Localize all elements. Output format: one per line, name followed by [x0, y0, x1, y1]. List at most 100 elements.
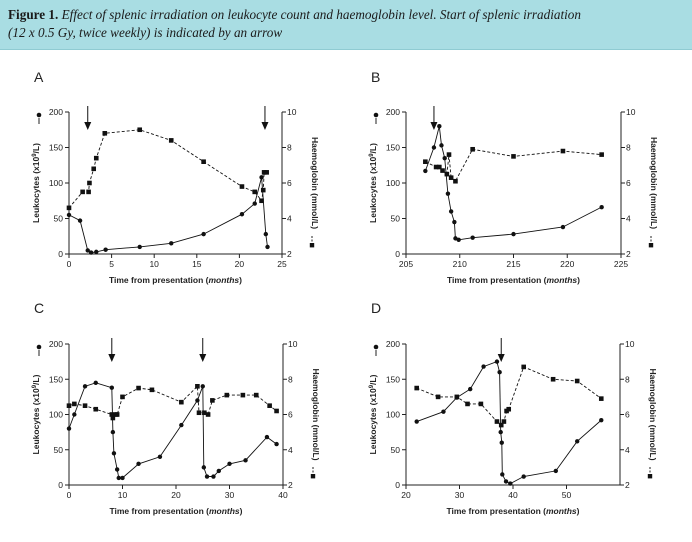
left-tick-label: 0	[58, 249, 63, 259]
leukocyte-data-point	[599, 417, 604, 423]
x-tick-label: 20	[171, 490, 181, 500]
x-tick-label: 40	[278, 490, 288, 500]
right-legend-square-marker	[648, 243, 654, 248]
leukocyte-data-point	[66, 212, 72, 218]
leukocyte-data-point	[103, 247, 108, 252]
x-tick-label: 220	[560, 259, 574, 269]
haemoglobin-data-point	[506, 406, 512, 412]
haemoglobin-data-point	[224, 392, 230, 398]
left-axis-label-sup: 9	[369, 384, 375, 388]
right-tick-label: 10	[287, 107, 297, 117]
x-axis-label: Time from presentation (months)	[109, 506, 242, 516]
haemoglobin-data-point	[102, 131, 108, 136]
haemoglobin-data-point	[264, 170, 269, 175]
leukocyte-data-point	[72, 412, 77, 417]
x-axis-label-text: Time from presentation (	[447, 275, 547, 285]
left-tick-label: 200	[386, 107, 400, 117]
x-tick-label: 5	[109, 259, 114, 269]
leukocyte-data-point	[500, 472, 505, 477]
haemoglobin-data-point	[137, 127, 143, 133]
left-tick-label: 0	[395, 249, 400, 259]
leukocyte-data-point	[521, 474, 526, 479]
haemoglobin-data-point	[599, 152, 604, 157]
haemoglobin-data-point	[494, 419, 500, 424]
left-axis-label-text: Leukocytes (x10	[368, 388, 378, 454]
haemoglobin-data-point	[261, 170, 267, 175]
left-tick-label: 50	[391, 445, 401, 455]
leukocyte-data-point	[508, 481, 513, 486]
left-tick-label: 200	[386, 339, 400, 349]
right-tick-label: 4	[287, 214, 292, 224]
left-axis-label: Leukocytes (x109/L)	[368, 374, 378, 454]
left-axis-label-unit: /L)	[31, 143, 41, 154]
leukocyte-data-point	[114, 467, 120, 472]
left-axis-label-text: Leukocytes (x10	[368, 157, 378, 223]
figure-caption-box: Figure 1. Effect of splenic irradiation …	[0, 0, 692, 50]
haemoglobin-series-line	[425, 148, 602, 182]
irradiation-arrow	[497, 338, 505, 362]
left-tick-label: 200	[49, 339, 63, 349]
left-legend-circle-marker	[373, 344, 379, 350]
leukocyte-data-point	[243, 458, 248, 463]
right-tick-label: 2	[288, 480, 293, 490]
leukocyte-data-point	[120, 475, 125, 481]
haemoglobin-data-point	[195, 384, 200, 389]
x-axis-label-unit: months	[209, 506, 240, 516]
leukocyte-data-point	[239, 212, 245, 217]
x-axis-label-close: )	[240, 506, 243, 516]
haemoglobin-series-line	[68, 129, 267, 209]
leukocyte-data-point	[499, 440, 504, 445]
haemoglobin-data-point	[93, 155, 99, 161]
haemoglobin-data-point	[239, 184, 245, 189]
leukocyte-series-line	[68, 177, 268, 254]
left-tick-label: 200	[49, 107, 63, 117]
leukocyte-data-point	[169, 241, 174, 246]
haemoglobin-data-point	[253, 392, 259, 398]
haemoglobin-data-point	[501, 419, 507, 424]
figure-panels: A 0 50 100 150 200 2 4 6 8 10 0 5 10 15 20 25 Time from p…	[0, 50, 692, 537]
left-axis-label-unit: /L)	[368, 143, 378, 154]
haemoglobin-data-point	[252, 189, 258, 195]
haemoglobin-data-point	[440, 168, 445, 173]
left-tick-label: 50	[54, 214, 64, 224]
haemoglobin-series-line	[68, 385, 277, 419]
leukocyte-data-point	[423, 168, 428, 174]
irradiation-arrow	[430, 106, 438, 130]
leukocyte-data-point	[201, 231, 206, 237]
arrow-head	[199, 354, 207, 362]
left-tick-label: 0	[58, 480, 63, 490]
haemoglobin-data-point	[201, 159, 206, 164]
left-tick-label: 150	[49, 374, 63, 384]
right-tick-label: 2	[287, 249, 292, 259]
haemoglobin-data-point	[267, 403, 272, 408]
leukocyte-data-point	[265, 244, 270, 250]
leukocyte-data-point	[445, 191, 451, 196]
leukocyte-data-point	[252, 201, 257, 206]
haemoglobin-data-point	[259, 198, 264, 204]
panel-letter: B	[371, 69, 380, 85]
haemoglobin-data-point	[149, 387, 155, 393]
haemoglobin-data-point	[453, 178, 458, 184]
irradiation-arrow	[199, 338, 207, 362]
right-tick-label: 6	[625, 410, 630, 420]
leukocyte-data-point	[263, 231, 269, 237]
right-tick-label: 6	[288, 410, 293, 420]
haemoglobin-series-line	[416, 366, 602, 426]
leukocyte-data-point	[470, 235, 475, 240]
haemoglobin-data-point	[202, 410, 207, 416]
left-axis-label-unit: /L)	[31, 374, 41, 385]
haemoglobin-data-point	[574, 378, 580, 384]
leukocyte-series-line	[424, 126, 602, 241]
x-axis-label: Time from presentation (months)	[447, 275, 580, 285]
leukocyte-data-point	[179, 422, 184, 428]
leukocyte-data-point	[414, 419, 419, 424]
haemoglobin-data-point	[196, 410, 202, 416]
right-legend-square-marker	[310, 474, 316, 479]
irradiation-arrow	[84, 106, 92, 130]
right-tick-label: 2	[625, 480, 630, 490]
leukocyte-data-point	[437, 124, 442, 129]
chart-panel-b: B 0 50 100 150 200 2 4 6 8 10 205 210 215 220 225 Time f…	[368, 69, 659, 285]
x-axis-label: Time from presentation (months)	[446, 506, 579, 516]
leukocyte-series-line	[416, 361, 602, 485]
